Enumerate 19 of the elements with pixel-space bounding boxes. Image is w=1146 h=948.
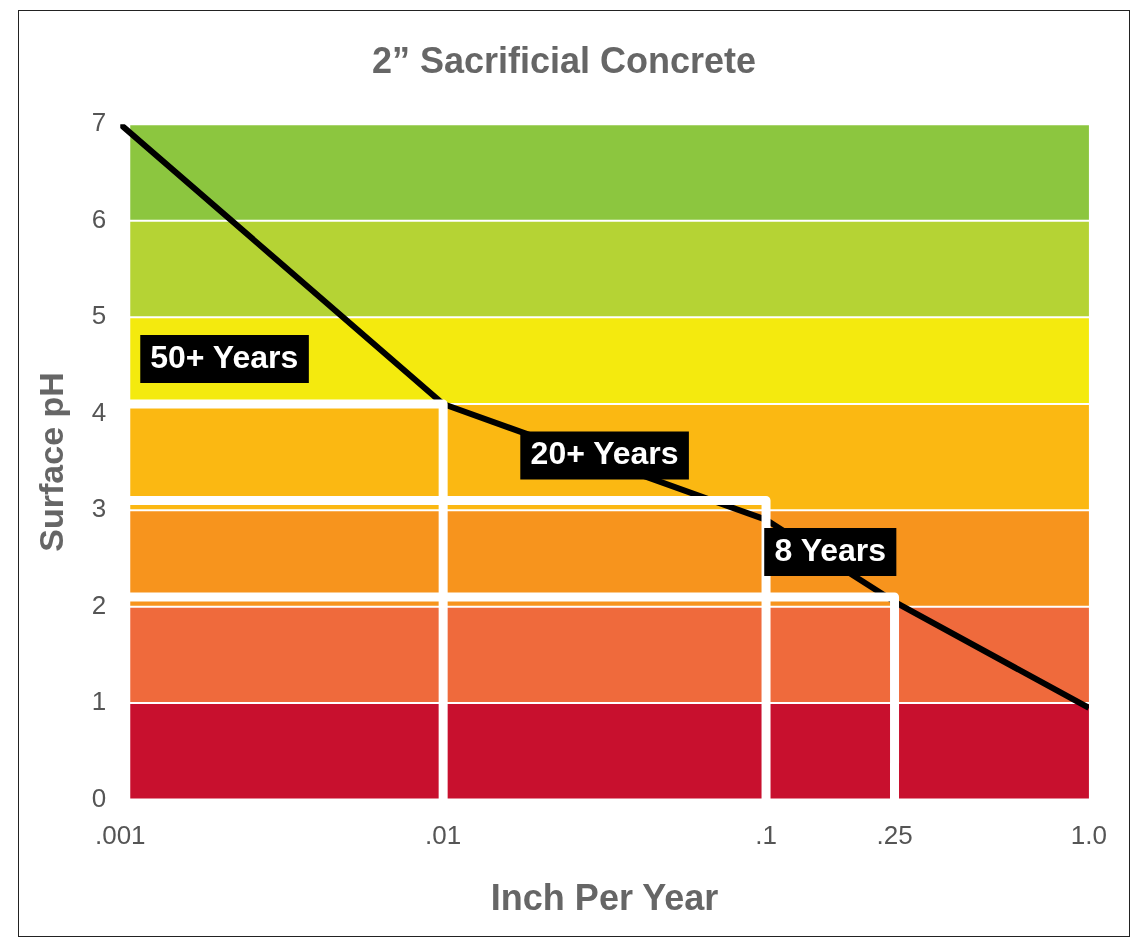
y-tick-label: 1 [91,686,107,717]
y-tick-label: 4 [91,396,107,427]
y-tick-label: 3 [91,493,107,524]
y-tick-label: 5 [91,300,107,331]
chart-title: 2” Sacrificial Concrete [371,39,757,81]
annotation: 50+ Years [150,338,299,375]
y-tick-label: 7 [91,107,107,138]
x-tick-label: .25 [876,820,913,851]
x-tick-label: .001 [94,820,146,851]
y-tick-label: 0 [91,782,107,813]
y-tick-label: 6 [91,203,107,234]
y-axis-title: Surface pH [31,372,70,552]
x-tick-label: 1.0 [1070,820,1108,851]
x-tick-label: .1 [755,820,777,851]
x-axis-title: Inch Per Year [490,877,719,919]
x-tick-label: .01 [425,820,462,851]
annotation: 8 Years [774,531,887,568]
annotation: 20+ Years [530,435,679,472]
y-tick-label: 2 [91,589,107,620]
